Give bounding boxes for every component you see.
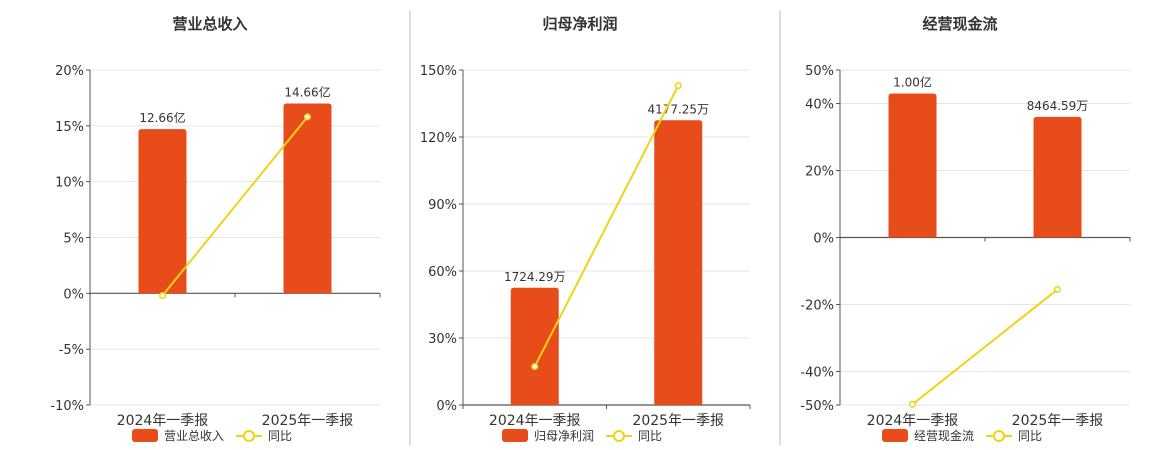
y-tick-label: 0% [813,232,834,247]
bar-data-label: 1.00亿 [893,74,932,89]
chart-title: 营业总收入 [172,15,247,33]
y-tick-label: -10% [50,399,84,414]
bar [888,93,937,238]
x-category-label: 2024年一季报 [867,413,959,429]
legend-bar-swatch [132,429,158,442]
bar-data-label: 8464.59万 [1027,99,1089,113]
bar-data-label: 14.66亿 [284,85,330,100]
bar [283,103,332,294]
yoy-point [908,400,917,408]
bar [510,287,559,405]
y-tick-label: 0% [63,287,84,302]
bar-data-label: 4177.25万 [647,102,709,116]
legend-line-marker [993,430,1005,442]
yoy-line [161,116,309,297]
legend-line-marker [613,430,625,442]
legend-bar-label: 归母净利润 [534,429,594,443]
y-tick-label: 10% [55,176,84,191]
legend-line-marker [243,430,255,442]
y-tick-label: 40% [805,98,834,113]
chart-panel-1: 营业总收入 20% 15% 10% 5% 0% -5% -10% 12.66亿 14.66亿 202… [50,15,381,443]
x-category-label: 2024年一季报 [117,413,209,429]
legend-bar-label: 营业总收入 [164,429,224,443]
y-tick-label: 60% [428,265,457,280]
legend: 归母净利润 同比 [502,429,662,443]
yoy-point [303,113,312,121]
x-category-label: 2025年一季报 [1012,413,1104,429]
chart-title: 经营现金流 [922,15,997,33]
yoy-line [533,85,680,368]
y-tick-label: -5% [59,343,84,358]
yoy-point [158,292,167,300]
y-tick-label: -40% [800,366,834,381]
bar [138,129,187,294]
yoy-point [674,82,682,90]
chart-title: 归母净利润 [542,15,617,33]
bar [654,120,703,405]
legend-line-label: 同比 [268,429,292,443]
y-tick-label: 15% [55,120,84,135]
legend-bar-label: 经营现金流 [914,428,974,443]
legend-line-label: 同比 [638,429,662,443]
y-tick-label: 20% [805,165,834,180]
legend-bar-swatch [882,429,908,442]
y-tick-label: 0% [436,399,457,414]
y-tick-label: 5% [63,232,84,247]
y-tick-label: 120% [420,131,457,146]
x-category-label: 2024年一季报 [489,413,581,429]
legend-line-label: 同比 [1018,429,1042,443]
x-category-label: 2025年一季报 [632,413,724,429]
chart-panel-2: 归母净利润 150% 120% 90% 60% 30% 0% 1724.29万 4177.25万… [420,15,751,443]
y-tick-label: 150% [420,64,457,79]
x-category-label: 2025年一季报 [262,413,354,429]
y-tick-label: 90% [428,198,457,213]
y-tick-label: -20% [800,299,834,314]
y-tick-label: -50% [800,399,834,414]
legend: 营业总收入 同比 [132,429,292,443]
bar [1033,116,1082,238]
yoy-line [911,288,1059,406]
legend: 经营现金流 同比 [882,428,1042,443]
bar-data-label: 12.66亿 [139,110,185,125]
y-tick-label: 50% [805,64,834,79]
bar-data-label: 1724.29万 [504,270,566,284]
yoy-point [531,363,539,371]
chart-panel-3: 经营现金流 50% 40% 20% 0% -20% -40% -50% 1.00亿 8464.59… [800,15,1131,443]
y-tick-label: 20% [55,64,84,79]
yoy-point [1053,285,1062,293]
legend-bar-swatch [502,429,528,442]
y-tick-label: 30% [428,332,457,347]
